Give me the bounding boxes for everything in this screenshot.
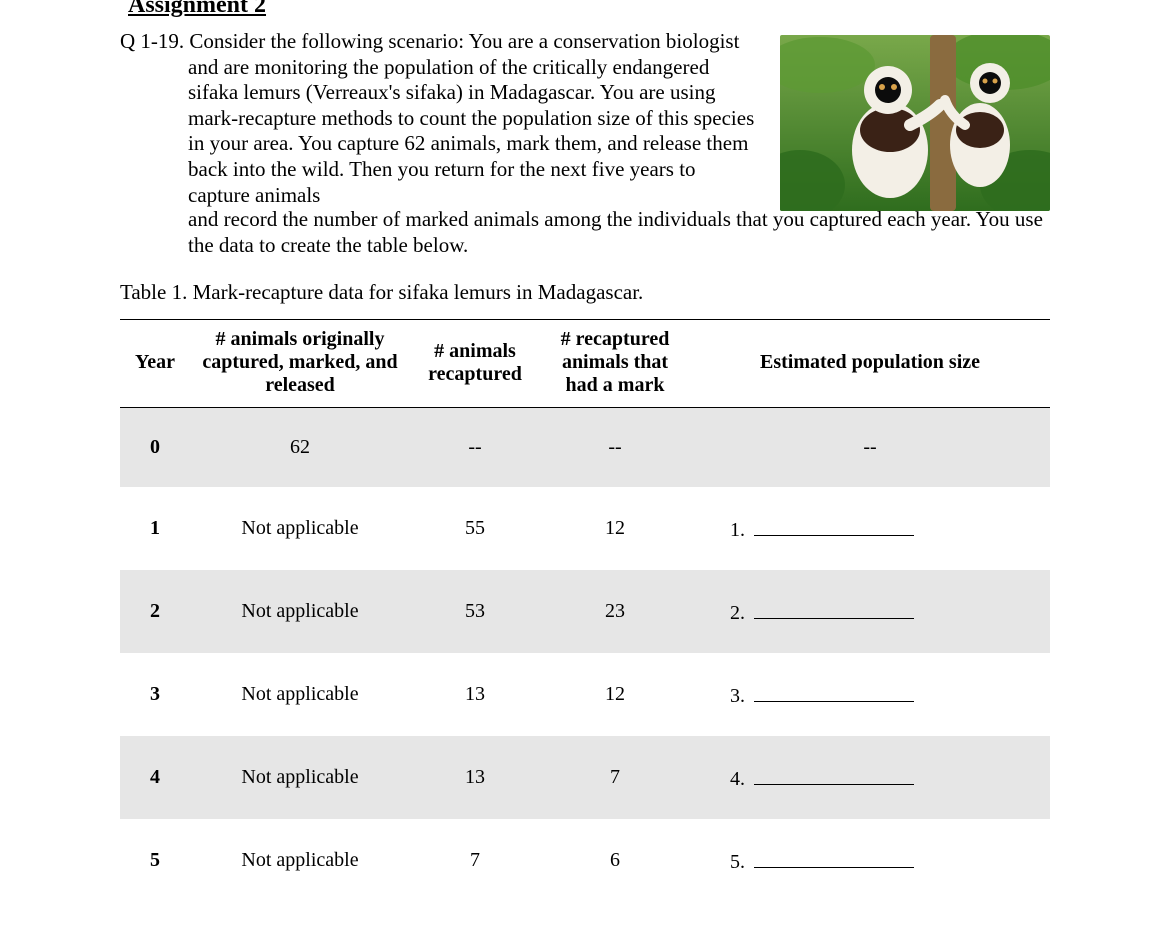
answer-blank[interactable] <box>754 515 914 536</box>
question-text: Q 1-19. Consider the following scenario:… <box>120 29 762 208</box>
blank-number: 2. <box>730 602 750 624</box>
cell-estimate: 4. <box>690 736 1050 819</box>
cell-orig: Not applicable <box>190 653 410 736</box>
answer-blank[interactable] <box>754 847 914 868</box>
table-row: 3Not applicable1312 3. <box>120 653 1050 736</box>
assignment-title: Assignment 2 <box>128 0 1050 19</box>
cell-recaptured: 55 <box>410 487 540 570</box>
cell-year: 1 <box>120 487 190 570</box>
cell-recaptured: 13 <box>410 736 540 819</box>
cell-estimate: 3. <box>690 653 1050 736</box>
cell-orig: Not applicable <box>190 819 410 902</box>
table-body: 062------1Not applicable55121. 2Not appl… <box>120 408 1050 903</box>
cell-marked: 6 <box>540 819 690 902</box>
document-page: Assignment 2 Q 1-19. Consider the follow… <box>0 0 1170 943</box>
cell-year: 0 <box>120 408 190 488</box>
blank-number: 4. <box>730 768 750 790</box>
cell-orig: 62 <box>190 408 410 488</box>
data-table: Year # animals originally captured, mark… <box>120 319 1050 902</box>
cell-orig: Not applicable <box>190 736 410 819</box>
lemur-photo-svg <box>780 35 1050 211</box>
blank-number: 5. <box>730 851 750 873</box>
cell-year: 3 <box>120 653 190 736</box>
question-label: Q 1-19. <box>120 29 184 53</box>
question-body-continued: and record the number of marked animals … <box>120 207 1050 258</box>
cell-recaptured: -- <box>410 408 540 488</box>
cell-marked: -- <box>540 408 690 488</box>
answer-blank[interactable] <box>754 764 914 785</box>
cell-year: 4 <box>120 736 190 819</box>
col-orig: # animals originally captured, marked, a… <box>190 320 410 408</box>
answer-blank[interactable] <box>754 598 914 619</box>
cell-estimate: 1. <box>690 487 1050 570</box>
cell-marked: 12 <box>540 653 690 736</box>
cell-recaptured: 53 <box>410 570 540 653</box>
cell-year: 2 <box>120 570 190 653</box>
cell-estimate: -- <box>690 408 1050 488</box>
cell-recaptured: 7 <box>410 819 540 902</box>
col-recap: # animals recaptured <box>410 320 540 408</box>
cell-orig: Not applicable <box>190 570 410 653</box>
table-row: 2Not applicable5323 2. <box>120 570 1050 653</box>
question-block: Q 1-19. Consider the following scenario:… <box>120 29 1050 211</box>
cell-estimate: 5. <box>690 819 1050 902</box>
table-caption: Table 1. Mark-recapture data for sifaka … <box>120 280 1050 305</box>
col-est: Estimated population size <box>690 320 1050 408</box>
table-row: 1Not applicable5512 1. <box>120 487 1050 570</box>
table-row: 4Not applicable137 4. <box>120 736 1050 819</box>
col-year: Year <box>120 320 190 408</box>
blank-number: 1. <box>730 519 750 541</box>
cell-recaptured: 13 <box>410 653 540 736</box>
blank-number: 3. <box>730 685 750 707</box>
cell-marked: 12 <box>540 487 690 570</box>
question-body-top: Consider the following scenario: You are… <box>188 29 754 207</box>
table-header-row: Year # animals originally captured, mark… <box>120 320 1050 408</box>
table-row: 5Not applicable76 5. <box>120 819 1050 902</box>
answer-blank[interactable] <box>754 681 914 702</box>
col-marked: # recaptured animals that had a mark <box>540 320 690 408</box>
cell-orig: Not applicable <box>190 487 410 570</box>
table-row: 062------ <box>120 408 1050 488</box>
cell-estimate: 2. <box>690 570 1050 653</box>
cell-year: 5 <box>120 819 190 902</box>
cell-marked: 23 <box>540 570 690 653</box>
cell-marked: 7 <box>540 736 690 819</box>
lemur-photo <box>780 35 1050 211</box>
